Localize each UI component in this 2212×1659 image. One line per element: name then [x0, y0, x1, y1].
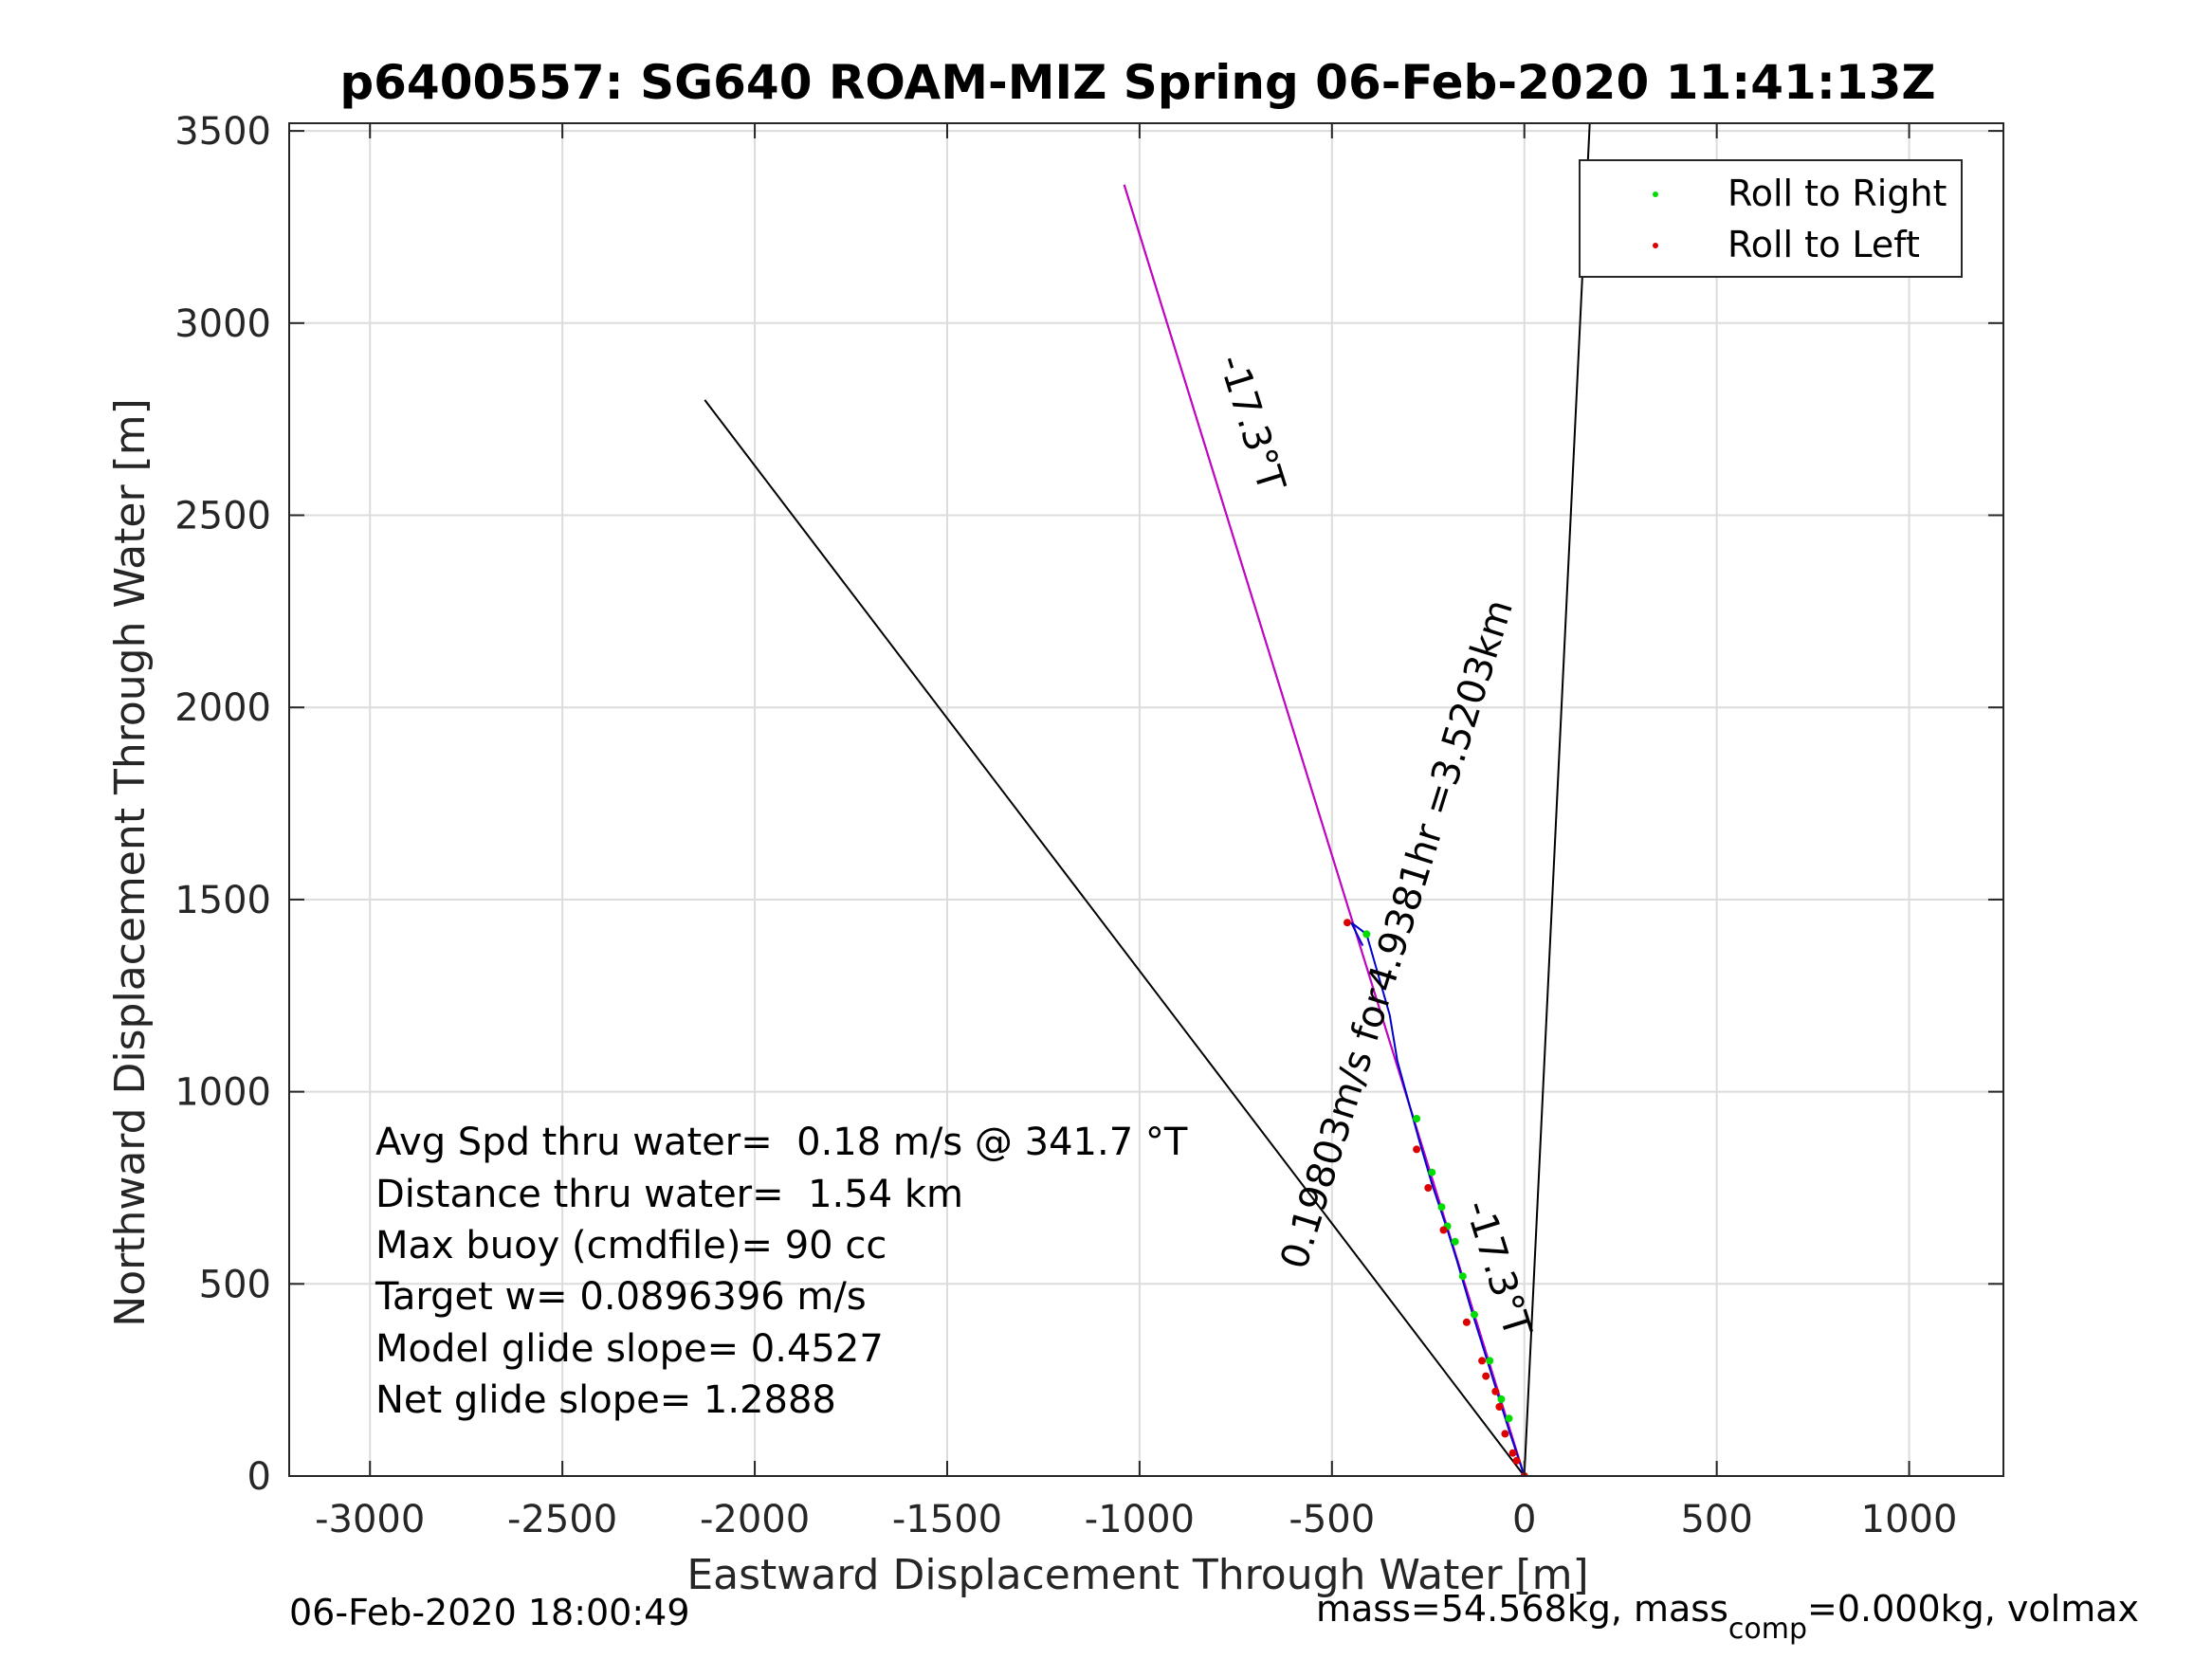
data-layer	[704, 123, 1591, 1476]
footer-timestamp: 06-Feb-2020 18:00:49	[289, 1592, 690, 1633]
stats-block: Avg Spd thru water= 0.18 m/s @ 341.7 °T …	[375, 1121, 1188, 1422]
x-tick-label: -500	[1289, 1498, 1375, 1541]
x-tick-label: -1500	[892, 1498, 1002, 1541]
x-tick-label: -2000	[700, 1498, 810, 1541]
x-tick-label: 0	[1512, 1498, 1536, 1541]
point-roll-to-right	[1471, 1310, 1478, 1319]
point-roll-to-left	[1491, 1387, 1500, 1395]
point-roll-to-right	[1451, 1237, 1459, 1246]
x-tick-label: -1000	[1085, 1498, 1195, 1541]
x-tick-label: 500	[1680, 1498, 1752, 1541]
stat-net-glide-slope: Net glide slope= 1.2888	[375, 1378, 836, 1422]
x-tick-label: -3000	[315, 1498, 425, 1541]
point-roll-to-right	[1505, 1414, 1513, 1423]
legend-box	[1579, 159, 1963, 278]
axis-ticks: -3000 -2500 -2000 -1500 -1000 -500 0 500 1000 0 50…	[174, 110, 2003, 1541]
x-axis-label: Eastward Displacement Through Water [m]	[686, 1551, 1588, 1599]
legend-label-roll-left: Roll to Left	[1728, 224, 1920, 265]
legend-label-roll-right: Roll to Right	[1728, 173, 1947, 214]
point-roll-to-left	[1439, 1226, 1448, 1234]
point-roll-to-left	[1482, 1372, 1490, 1380]
x-tick-label: -2500	[507, 1498, 617, 1541]
stat-max-buoy: Max buoy (cmdfile)= 90 cc	[375, 1224, 887, 1267]
point-roll-to-left	[1344, 919, 1351, 927]
legend-marker-roll-left	[1653, 243, 1658, 248]
point-roll-to-right	[1458, 1272, 1467, 1281]
point-roll-to-right	[1413, 1115, 1421, 1122]
y-tick-label: 3000	[174, 302, 271, 346]
point-roll-to-right	[1428, 1168, 1436, 1176]
y-axis-label: Northward Displacement Through Water [m]	[106, 398, 155, 1326]
point-roll-to-right	[1362, 930, 1371, 939]
stat-avg-speed: Avg Spd thru water= 0.18 m/s @ 341.7 °T	[375, 1121, 1188, 1164]
y-tick-label: 2000	[174, 686, 271, 730]
point-roll-to-right	[1486, 1357, 1494, 1365]
footer-mass-suffix: =0.000kg, volmax	[1807, 1588, 2139, 1630]
point-roll-to-left	[1478, 1357, 1487, 1365]
x-tick-label: 1000	[1861, 1498, 1958, 1541]
plot-frame	[288, 122, 2004, 1477]
footer-mass-sub: comp	[1728, 1613, 1807, 1646]
y-tick-label: 3500	[174, 110, 271, 154]
stat-model-glide-slope: Model glide slope= 0.4527	[375, 1327, 884, 1371]
y-tick-label: 500	[199, 1263, 271, 1306]
legend: Roll to Right Roll to Left	[1579, 159, 1963, 278]
point-roll-to-left	[1512, 1456, 1521, 1465]
footer-mass: mass=54.568kg, masscomp=0.000kg, volmax	[1316, 1588, 2139, 1646]
y-tick-label: 2500	[174, 495, 271, 538]
point-roll-to-right	[1437, 1203, 1446, 1212]
chart-title: p6400557: SG640 ROAM-MIZ Spring 06-Feb-2…	[339, 55, 1935, 110]
footer-mass-prefix: mass=54.568kg, mass	[1316, 1588, 1728, 1630]
grid	[289, 123, 2003, 1477]
track-line-1	[1523, 123, 1591, 1476]
point-roll-to-left	[1413, 1145, 1421, 1154]
point-roll-to-left	[1501, 1430, 1509, 1438]
stat-distance: Distance thru water= 1.54 km	[375, 1173, 963, 1216]
point-roll-to-left	[1424, 1184, 1433, 1192]
y-tick-label: 1000	[174, 1071, 271, 1115]
stat-target-w: Target w= 0.0896396 m/s	[375, 1275, 867, 1319]
y-tick-label: 1500	[174, 879, 271, 922]
point-roll-to-left	[1508, 1449, 1517, 1457]
plot-area	[289, 123, 2003, 1476]
point-roll-to-left	[1495, 1403, 1504, 1411]
point-roll-to-left	[1462, 1318, 1471, 1326]
point-roll-to-right	[1497, 1395, 1506, 1403]
track-line-0	[704, 399, 1526, 1476]
legend-marker-roll-right	[1653, 191, 1658, 197]
y-tick-label: 0	[247, 1455, 271, 1499]
